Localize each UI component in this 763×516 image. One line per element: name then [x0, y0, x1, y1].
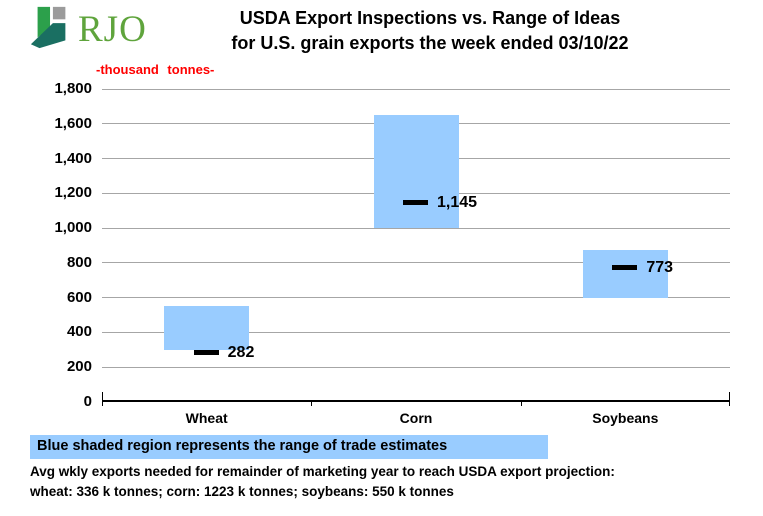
category-label-wheat: Wheat: [185, 410, 228, 426]
y-tick-label: 1,400: [54, 149, 92, 167]
y-tick-label: 800: [66, 253, 92, 271]
y-axis-unit-label: -thousand tonnes-: [96, 62, 215, 77]
x-axis-tick: [311, 400, 313, 406]
chart-title: USDA Export Inspections vs. Range of Ide…: [160, 6, 700, 56]
category-label-soybeans: Soybeans: [592, 410, 659, 426]
footer-line-2: wheat: 336 k tonnes; corn: 1223 k tonnes…: [30, 484, 454, 499]
y-tick-label: 1,200: [54, 184, 92, 202]
range-bar-soybeans: [582, 249, 668, 298]
gridline: [102, 88, 730, 90]
gridline: [102, 227, 730, 229]
y-tick-label: 1,000: [54, 219, 92, 237]
x-axis-endcap-right: [729, 392, 730, 400]
x-axis-tick: [729, 400, 730, 406]
marker-dash-soybeans: [612, 265, 638, 271]
rjo-logo-icon: [28, 4, 74, 55]
plot-area: 0 200 400 600 800 1,000 1,200 1,400 1,600 1,800 28…: [54, 80, 730, 426]
x-axis-endcap-left: [102, 392, 103, 400]
y-tick-label: 200: [66, 358, 92, 376]
range-bar-wheat: [164, 306, 250, 350]
category-label-corn: Corn: [399, 410, 433, 426]
range-bar-corn: [373, 115, 459, 229]
marker-label-wheat: 282: [227, 343, 255, 361]
y-tick-label: 600: [66, 288, 92, 306]
rjo-logo-text: RJO: [78, 8, 147, 50]
chart-title-line-2: for U.S. grain exports the week ended 03…: [231, 33, 629, 53]
y-tick-label: 1,800: [54, 80, 92, 97]
footer-line-1: Avg wkly exports needed for remainder of…: [30, 464, 615, 479]
gridline: [102, 366, 730, 368]
y-tick-label: 400: [66, 323, 92, 341]
marker-label-soybeans: 773: [646, 258, 674, 276]
marker-dash-wheat: [193, 350, 219, 356]
chart-title-line-1: USDA Export Inspections vs. Range of Ide…: [239, 8, 621, 28]
marker-dash-corn: [403, 200, 428, 206]
gridline: [102, 262, 730, 264]
x-axis-tick: [520, 400, 522, 406]
y-tick-label: 1,600: [54, 114, 92, 132]
rjo-logo-icon-svg: [30, 6, 66, 49]
gridline: [102, 331, 730, 333]
legend-banner: Blue shaded region represents the range …: [30, 435, 548, 459]
gridline: [102, 297, 730, 299]
y-tick-label: 0: [83, 393, 92, 410]
marker-label-corn: 1,145: [437, 193, 478, 211]
rjo-logo: RJO: [28, 4, 147, 55]
x-axis-tick: [102, 400, 103, 406]
